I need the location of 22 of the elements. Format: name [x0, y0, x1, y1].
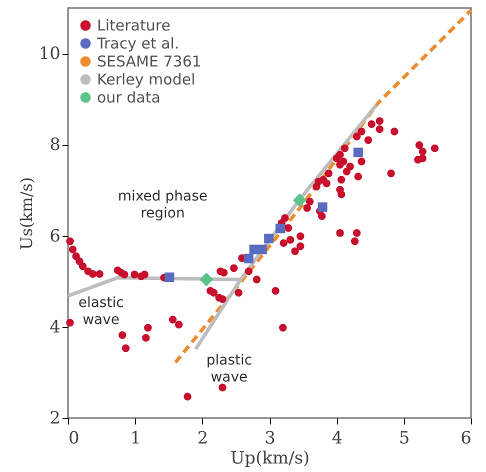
y-tick-label: 8	[50, 135, 60, 156]
x-tick-label: 0	[68, 428, 80, 448]
x-tick-label: 5	[398, 428, 410, 448]
legend-label: Tracy et al.	[96, 34, 180, 52]
legend-label: SESAME 7361	[97, 52, 202, 70]
x-tick-label: 1	[130, 428, 142, 448]
x-axis-title: Up(km/s)	[230, 448, 310, 468]
x-tick-label: 2	[197, 428, 208, 448]
x-tick-label: 3	[264, 428, 276, 448]
x-tick-label: 6	[460, 428, 472, 448]
annotation: elastic wave	[78, 295, 124, 328]
y-tick-label: 2	[50, 408, 60, 428]
y-axis-title: Us(km/s)	[16, 177, 36, 250]
legend-label: Literature	[97, 16, 170, 34]
y-tick-label: 10	[38, 44, 60, 64]
y-tick-label: 4	[50, 317, 60, 338]
annotation: plastic wave	[206, 352, 252, 386]
y-tick-label: 6	[50, 226, 60, 246]
legend-label: Kerley model	[97, 70, 196, 88]
annotation: mixed phase region	[118, 188, 208, 222]
legend-label: our data	[97, 88, 160, 106]
x-tick-label: 4	[332, 428, 343, 448]
